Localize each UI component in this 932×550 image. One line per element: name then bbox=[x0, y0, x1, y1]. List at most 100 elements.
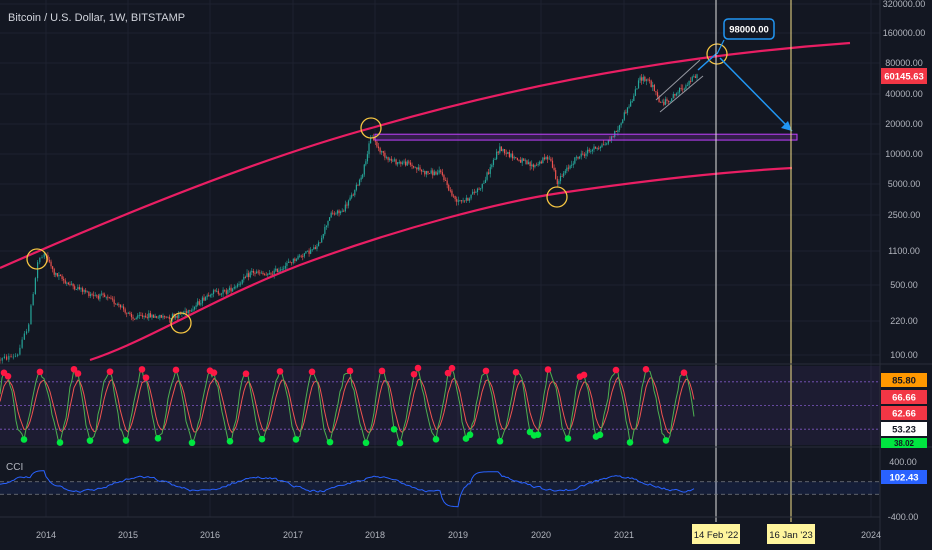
candle-body bbox=[693, 76, 695, 78]
stoch-overbought-dot bbox=[142, 374, 150, 381]
candle-body bbox=[637, 80, 640, 89]
time-scale[interactable]: 2014 2015 2016 2017 2018 2019 2020 2021 2024 bbox=[36, 530, 881, 540]
candle-body bbox=[138, 314, 140, 316]
candle-body bbox=[53, 269, 55, 275]
resistance-zone[interactable] bbox=[374, 133, 798, 141]
candle-body bbox=[81, 288, 84, 292]
stoch-oversold-dot bbox=[188, 439, 196, 447]
cci-line bbox=[0, 470, 695, 508]
candle-body bbox=[393, 159, 396, 161]
candle-body bbox=[346, 204, 348, 206]
candle-body bbox=[41, 257, 43, 259]
candle-body bbox=[400, 162, 402, 164]
candle-body bbox=[127, 312, 129, 314]
stoch-oversold-dot bbox=[432, 436, 440, 443]
candle-body bbox=[224, 289, 226, 291]
candle-body bbox=[571, 164, 573, 166]
stoch-oversold-dot bbox=[390, 426, 398, 433]
candle-body bbox=[601, 144, 603, 147]
candle-body bbox=[108, 297, 110, 299]
candle-body bbox=[184, 311, 186, 313]
arrow-down-segment[interactable] bbox=[719, 57, 793, 132]
candle-body bbox=[369, 138, 372, 144]
candle-body bbox=[539, 161, 541, 165]
candle-body bbox=[286, 262, 288, 266]
circle-2014-peak[interactable] bbox=[26, 248, 48, 270]
candle-body bbox=[630, 101, 632, 107]
candle-body bbox=[390, 158, 392, 161]
stoch-oversold-dot bbox=[20, 436, 28, 443]
candle-body bbox=[219, 293, 221, 295]
candle-body bbox=[582, 153, 584, 155]
candle-body bbox=[14, 355, 17, 357]
candle-body bbox=[168, 316, 170, 319]
candle-body bbox=[1, 357, 3, 361]
candle-body bbox=[417, 167, 420, 170]
candle-body bbox=[305, 251, 307, 254]
price-tick-label: 20000.00 bbox=[885, 119, 923, 129]
candle-body bbox=[531, 164, 533, 167]
candle-body bbox=[521, 158, 523, 163]
symbol-title[interactable]: Bitcoin / U.S. Dollar, 1W, BITSTAMP bbox=[8, 12, 185, 24]
candle-body bbox=[227, 290, 229, 294]
candle-body bbox=[535, 164, 538, 166]
candle-body bbox=[425, 170, 427, 175]
stoch-overbought-dot bbox=[580, 371, 588, 379]
candle-body bbox=[620, 123, 622, 126]
lower-channel-line[interactable] bbox=[89, 166, 793, 362]
candle-body bbox=[363, 164, 365, 175]
stoch-badge-4 bbox=[881, 422, 927, 436]
circle-2017-peak[interactable] bbox=[360, 117, 382, 139]
candle-body bbox=[459, 200, 461, 202]
candle-body bbox=[510, 153, 512, 157]
candle-body bbox=[34, 278, 36, 295]
candle-body bbox=[435, 171, 437, 175]
candle-body bbox=[300, 255, 302, 257]
arrow-up-segment[interactable] bbox=[697, 53, 717, 71]
candle-body bbox=[626, 107, 629, 113]
candle-body bbox=[273, 270, 275, 276]
circle-2020-low[interactable] bbox=[546, 186, 568, 208]
candle-body bbox=[476, 188, 479, 193]
stoch-overbought-dot bbox=[74, 370, 82, 377]
price-scale[interactable]: 320000.00 160000.00 40000.00 20000.00 10000.… bbox=[883, 0, 926, 360]
overlays bbox=[0, 0, 851, 522]
time-tick-label: 2014 bbox=[36, 530, 56, 540]
time-tick-label: 2020 bbox=[531, 530, 551, 540]
candle-body bbox=[583, 154, 586, 156]
candle-body bbox=[61, 276, 63, 279]
candle-body bbox=[198, 301, 200, 305]
candle-body bbox=[534, 164, 536, 168]
candle-body bbox=[201, 297, 204, 304]
stoch-oversold-dot bbox=[362, 439, 370, 447]
candle-body bbox=[249, 272, 251, 278]
circle-target[interactable] bbox=[706, 43, 728, 65]
candle-body bbox=[220, 293, 223, 295]
candle-body bbox=[341, 210, 343, 212]
candle-body bbox=[464, 200, 466, 202]
candle-body bbox=[377, 146, 380, 149]
candle-body bbox=[56, 273, 58, 277]
rising-wedge-bottom[interactable] bbox=[659, 75, 704, 113]
candle-body bbox=[555, 170, 557, 179]
candle-body bbox=[405, 161, 407, 166]
candle-body bbox=[655, 91, 657, 93]
candle-body bbox=[102, 293, 104, 295]
candle-body bbox=[156, 316, 158, 318]
candle-body bbox=[240, 283, 242, 285]
candle-body bbox=[456, 199, 458, 202]
stoch-value-5: 38.02 bbox=[894, 439, 915, 448]
candle-body bbox=[440, 170, 442, 173]
candle-body bbox=[28, 324, 30, 332]
candle-body bbox=[634, 89, 636, 96]
candle-body bbox=[333, 213, 335, 215]
candle-body bbox=[80, 288, 82, 290]
circle-2015-bottom[interactable] bbox=[170, 312, 192, 334]
candle-body bbox=[428, 173, 431, 175]
upper-channel-line[interactable] bbox=[0, 41, 851, 270]
candle-body bbox=[176, 315, 178, 318]
target-callout[interactable]: 98000.00 bbox=[723, 18, 775, 40]
rising-wedge-top[interactable] bbox=[655, 59, 701, 101]
